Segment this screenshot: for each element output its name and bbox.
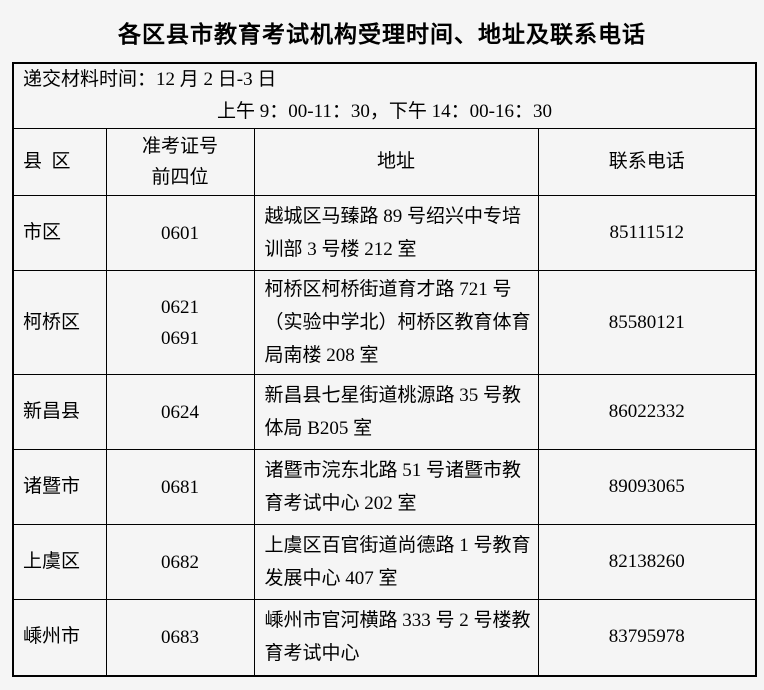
table-row: 嵊州市 0683 嵊州市官河横路 333 号 2 号楼教育考试中心 837959… bbox=[12, 599, 757, 676]
code-value: 0681 bbox=[161, 476, 199, 498]
phone-cell: 85580121 bbox=[537, 270, 757, 375]
code-cell: 0682 bbox=[105, 524, 255, 600]
notice-submit-time: 递交材料时间：12 月 2 日-3 日 bbox=[23, 69, 277, 90]
code-value: 0682 bbox=[161, 551, 199, 573]
code-cell: 0624 bbox=[105, 374, 255, 450]
notice-cell: 递交材料时间：12 月 2 日-3 日 上午 9：00-11：30，下午 14：… bbox=[12, 62, 757, 129]
table-row: 诸暨市 0681 诸暨市浣东北路 51 号诸暨市教育考试中心 202 室 890… bbox=[12, 449, 757, 525]
header-phone: 联系电话 bbox=[537, 128, 757, 196]
address-cell: 嵊州市官河横路 333 号 2 号楼教育考试中心 bbox=[253, 599, 539, 676]
phone-cell: 82138260 bbox=[537, 524, 757, 600]
code-cell: 0683 bbox=[105, 599, 255, 676]
address-cell: 越城区马臻路 89 号绍兴中专培训部 3 号楼 212 室 bbox=[253, 195, 539, 271]
table-row: 上虞区 0682 上虞区百官街道尚德路 1 号教育发展中心 407 室 8213… bbox=[12, 524, 757, 600]
district-cell: 柯桥区 bbox=[12, 270, 107, 375]
code-value: 0601 bbox=[161, 222, 199, 244]
district-cell: 新昌县 bbox=[12, 374, 107, 450]
code-value: 0624 bbox=[161, 401, 199, 423]
header-admission-code: 准考证号 前四位 bbox=[105, 128, 255, 196]
notice-office-hours: 上午 9：00-11：30，下午 14：00-16：30 bbox=[217, 101, 552, 122]
header-district: 县 区 bbox=[12, 128, 107, 196]
header-address: 地址 bbox=[253, 128, 539, 196]
table-row: 柯桥区 0621 0691 柯桥区柯桥街道育才路 721 号（实验中学北）柯桥区… bbox=[12, 270, 757, 375]
phone-cell: 83795978 bbox=[537, 599, 757, 676]
table-row: 市区 0601 越城区马臻路 89 号绍兴中专培训部 3 号楼 212 室 85… bbox=[12, 195, 757, 271]
district-cell: 嵊州市 bbox=[12, 599, 107, 676]
table-row-notice: 递交材料时间：12 月 2 日-3 日 上午 9：00-11：30，下午 14：… bbox=[12, 62, 757, 129]
header-admission-code-line1: 准考证号 bbox=[141, 136, 218, 157]
district-cell: 上虞区 bbox=[12, 524, 107, 600]
address-cell: 柯桥区柯桥街道育才路 721 号（实验中学北）柯桥区教育体育局南楼 208 室 bbox=[253, 270, 539, 375]
address-cell: 新昌县七星街道桃源路 35 号教体局 B205 室 bbox=[253, 374, 539, 450]
code-value: 0691 bbox=[161, 327, 199, 349]
phone-cell: 86022332 bbox=[537, 374, 757, 450]
phone-cell: 89093065 bbox=[537, 449, 757, 525]
header-admission-code-line2: 前四位 bbox=[151, 167, 209, 188]
page-title: 各区县市教育考试机构受理时间、地址及联系电话 bbox=[118, 22, 646, 47]
code-cell: 0681 bbox=[105, 449, 255, 525]
address-cell: 诸暨市浣东北路 51 号诸暨市教育考试中心 202 室 bbox=[253, 449, 539, 525]
table-header-row: 县 区 准考证号 前四位 地址 联系电话 bbox=[12, 128, 757, 196]
phone-cell: 85111512 bbox=[537, 195, 757, 271]
exam-office-table: 递交材料时间：12 月 2 日-3 日 上午 9：00-11：30，下午 14：… bbox=[12, 62, 758, 677]
code-cell: 0621 0691 bbox=[105, 270, 255, 375]
code-cell: 0601 bbox=[105, 195, 255, 271]
code-value: 0683 bbox=[161, 626, 199, 648]
address-cell: 上虞区百官街道尚德路 1 号教育发展中心 407 室 bbox=[253, 524, 539, 600]
district-cell: 市区 bbox=[12, 195, 107, 271]
table-row: 新昌县 0624 新昌县七星街道桃源路 35 号教体局 B205 室 86022… bbox=[12, 374, 757, 450]
district-cell: 诸暨市 bbox=[12, 449, 107, 525]
code-value: 0621 bbox=[161, 296, 199, 318]
